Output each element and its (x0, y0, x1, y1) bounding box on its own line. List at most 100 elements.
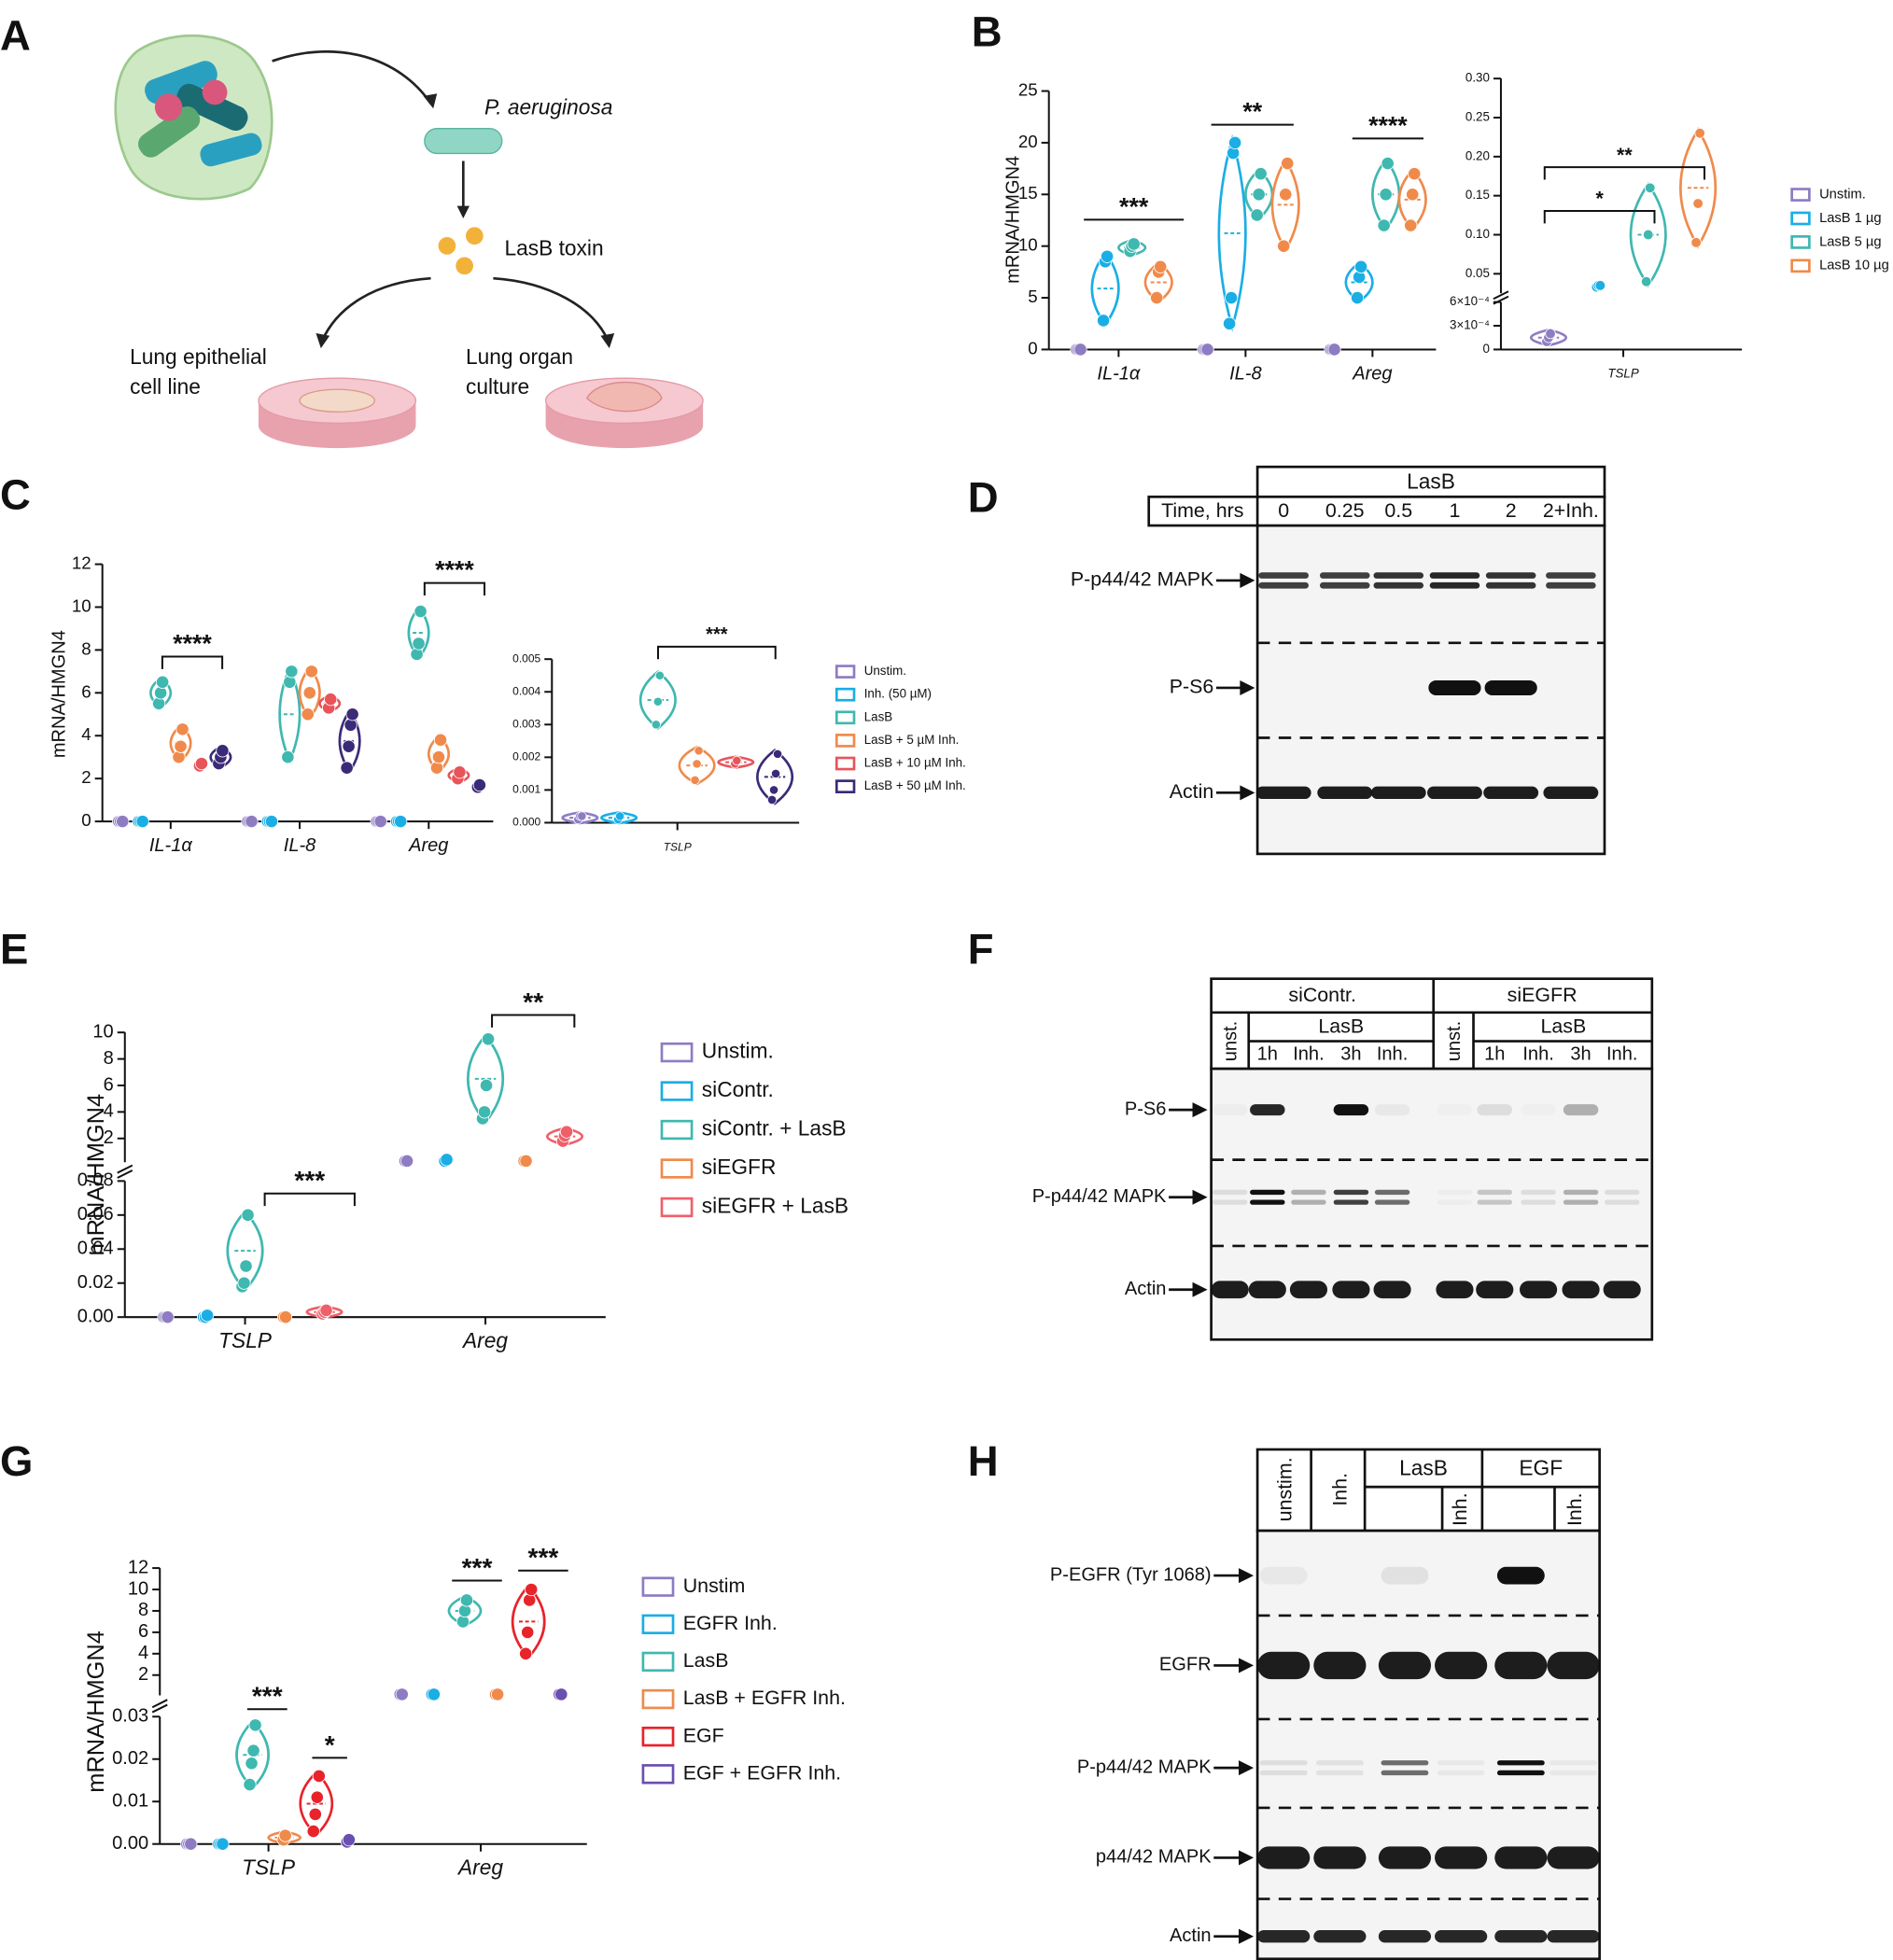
significance-label: *** (252, 1682, 283, 1711)
data-point (241, 1208, 255, 1222)
lane-label: 1 (1450, 499, 1461, 522)
band (1332, 1281, 1370, 1299)
diagram-label: LasB toxin (504, 235, 603, 259)
band (1429, 572, 1480, 579)
lane-label: 1h (1257, 1044, 1278, 1065)
legend-label: LasB + EGFR Inh. (683, 1687, 846, 1709)
band (1370, 786, 1426, 800)
band (1563, 1189, 1599, 1196)
data-point (301, 707, 315, 721)
y-tick-label: 0.02 (112, 1748, 148, 1769)
y-tick-label: 10 (72, 595, 91, 615)
axis-break (151, 1703, 168, 1714)
legend-swatch (641, 1614, 675, 1634)
data-point (1250, 208, 1264, 222)
data-point (283, 675, 297, 689)
band (1437, 1770, 1485, 1776)
lane-label: Inh. (1563, 1492, 1586, 1526)
band (1333, 1104, 1369, 1116)
band (1496, 1760, 1545, 1766)
y-tick-label: 0.03 (112, 1706, 148, 1727)
data-point (306, 1824, 320, 1839)
data-point (246, 1743, 260, 1757)
data-point (394, 815, 408, 829)
band (1378, 1651, 1432, 1680)
data-point (116, 815, 130, 829)
band (1315, 1770, 1364, 1776)
bacterium (145, 61, 217, 105)
significance-bracket (161, 655, 224, 669)
data-point (1279, 188, 1293, 202)
axis-break (151, 1699, 168, 1709)
legend-label: LasB + 10 µM Inh. (864, 756, 966, 770)
data-point (1404, 218, 1418, 232)
header-cell (1147, 495, 1606, 527)
band (1258, 572, 1309, 579)
band (1373, 572, 1424, 579)
band (1437, 1190, 1472, 1195)
toxin (456, 257, 473, 275)
band (1250, 1189, 1285, 1196)
header-cell (1255, 465, 1606, 498)
data-point (414, 604, 428, 619)
legend-swatch (641, 1764, 675, 1785)
band (1549, 1770, 1597, 1776)
band (1257, 1651, 1311, 1680)
significance-label: ** (523, 987, 543, 1016)
data-point (152, 696, 166, 710)
lane-label: Inh. (1606, 1044, 1637, 1065)
data-point (1254, 167, 1268, 181)
y-tick-label: 5 (1028, 287, 1037, 306)
arrow-head (1239, 1928, 1255, 1944)
header-label: LasB (1399, 1455, 1448, 1479)
data-point (440, 1153, 454, 1167)
legend-swatch (1790, 235, 1811, 249)
data-point (1377, 218, 1391, 232)
band (1211, 1281, 1249, 1299)
band (1521, 1104, 1555, 1115)
diagram-label: Lung epithelial (130, 344, 267, 369)
significance-label: *** (528, 1543, 559, 1572)
legend-label: siEGFR + LasB (702, 1193, 848, 1217)
legend-label: Unstim. (1819, 187, 1866, 202)
lane-label: 0 (1278, 499, 1289, 522)
data-point (156, 675, 170, 689)
data-point (1200, 343, 1214, 357)
panel-label: E (0, 926, 28, 973)
legend-label: Unstim. (702, 1039, 774, 1063)
band (1381, 1566, 1429, 1585)
data-point (373, 815, 387, 829)
row-label: Actin (1170, 1925, 1212, 1946)
row-label: Actin (1125, 1279, 1167, 1299)
lane-label: 3h (1570, 1044, 1591, 1065)
arrow-head (1240, 679, 1255, 695)
lane-label: 2+Inh. (1543, 499, 1599, 522)
y-tick-label: 8 (81, 638, 91, 658)
band (1248, 1281, 1286, 1299)
y-tick-label: 10 (1018, 235, 1038, 255)
y-tick-label: 0 (1028, 338, 1037, 357)
band (1212, 1199, 1248, 1205)
band (1437, 1104, 1472, 1115)
arrow-head (600, 333, 615, 349)
band (1250, 1199, 1285, 1205)
axis-break (1493, 295, 1509, 305)
band (1259, 1770, 1308, 1776)
panel-label: H (968, 1437, 999, 1485)
significance-bracket (423, 581, 486, 595)
row-label: P-p44/42 MAPK (1032, 1186, 1167, 1207)
lane-label: 3h (1340, 1044, 1361, 1065)
significance-bracket (263, 1192, 356, 1207)
band (1427, 786, 1482, 800)
lane-label: Inh. (1377, 1044, 1408, 1065)
data-point (477, 1105, 492, 1119)
panel-label: B (972, 7, 1003, 55)
band (1374, 1104, 1410, 1116)
legend-swatch (834, 687, 856, 702)
header-label: LasB (1540, 1015, 1586, 1037)
band (1374, 1199, 1410, 1205)
data-point (216, 744, 230, 758)
band (1315, 1760, 1364, 1766)
diagram-label: culture (466, 374, 529, 399)
diagram-label: Lung organ (466, 344, 573, 369)
